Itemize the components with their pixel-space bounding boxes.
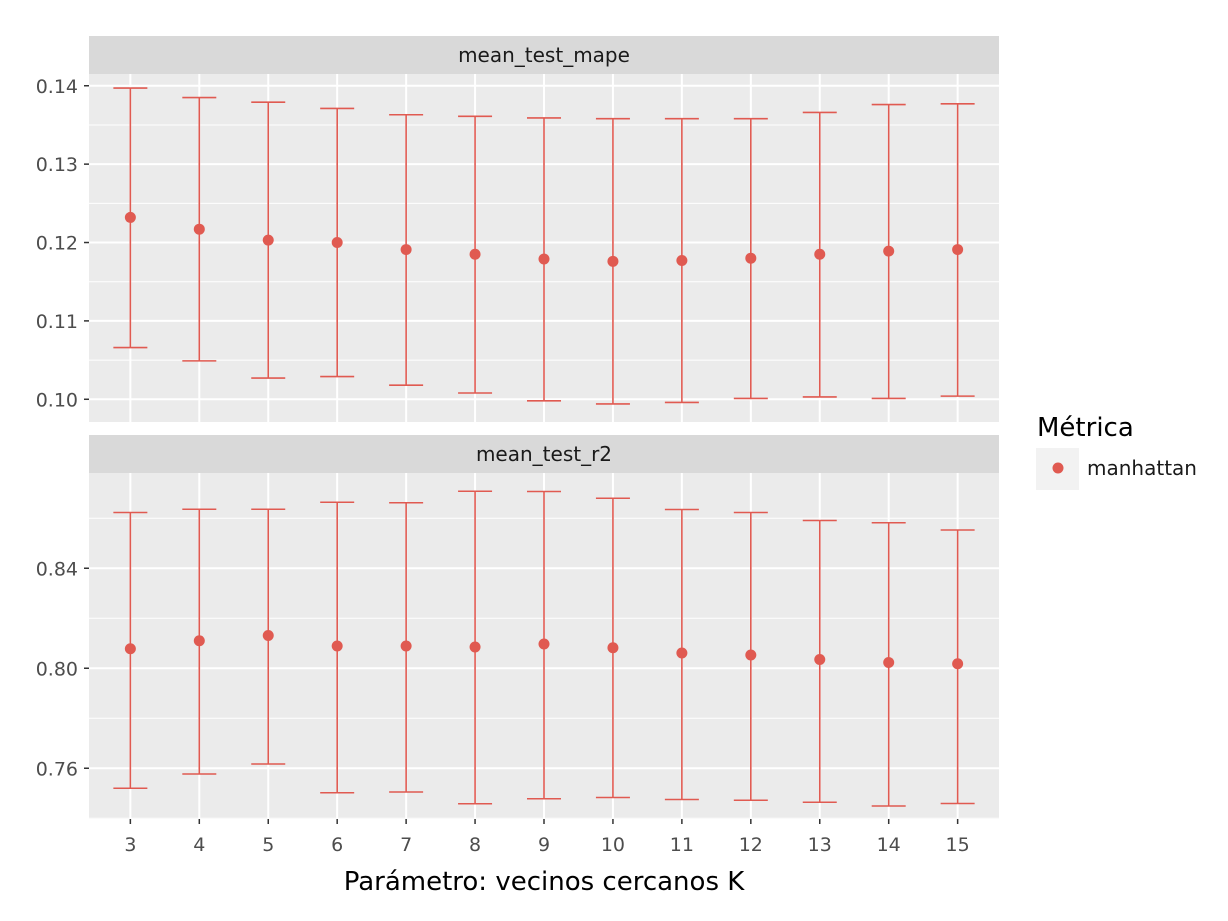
- mean-point: [469, 641, 481, 653]
- x-tick-label: 6: [331, 834, 343, 856]
- x-tick-label: 5: [262, 834, 274, 856]
- legend: Métrica manhattan: [1036, 413, 1197, 490]
- mean-point: [607, 255, 619, 267]
- y-tick-label: 0.84: [36, 558, 78, 580]
- y-tick-label: 0.76: [36, 758, 78, 780]
- y-tick-label: 0.13: [36, 154, 78, 176]
- x-tick-label: 11: [670, 834, 694, 856]
- facet-panels: mean_test_mape0.100.110.120.130.14mean_t…: [36, 36, 999, 819]
- x-tick-label: 8: [469, 834, 481, 856]
- mean-point: [262, 234, 274, 246]
- mean-point: [952, 658, 964, 670]
- facet-mean_test_r2: mean_test_r2 0.76 0.80 0.84: [36, 435, 999, 819]
- mean-point: [883, 657, 895, 668]
- legend-key-manhattan: [1052, 462, 1064, 474]
- mean-point: [331, 237, 343, 249]
- series-manhattan: [113, 490, 975, 807]
- x-axis-title: Parámetro: vecinos cercanos K: [344, 867, 746, 897]
- mean-point: [676, 647, 688, 659]
- mean-point: [607, 642, 619, 654]
- facet-strip-label: mean_test_mape: [458, 43, 630, 67]
- mean-point: [400, 244, 412, 256]
- mean-point: [469, 248, 481, 260]
- mean-point: [400, 640, 412, 652]
- mean-point: [124, 211, 136, 223]
- mean-point: [262, 630, 274, 641]
- x-axis: 3 4 5 6 7 8 9 10 11 12 13 14 15: [124, 819, 970, 856]
- x-tick-label: 9: [538, 834, 550, 856]
- mean-point: [745, 252, 757, 264]
- x-tick-label: 12: [739, 834, 763, 856]
- mean-point: [745, 649, 757, 661]
- y-tick-label: 0.11: [36, 311, 78, 333]
- x-tick-label: 14: [877, 834, 901, 856]
- mean-point: [538, 253, 550, 265]
- mean-point: [952, 244, 964, 256]
- facet-strip: [89, 36, 999, 74]
- mean-point: [814, 248, 826, 260]
- mean-point: [538, 638, 550, 650]
- x-tick-label: 13: [808, 834, 832, 856]
- mean-point: [193, 635, 205, 647]
- y-tick-label: 0.10: [36, 389, 78, 411]
- mean-point: [676, 255, 688, 267]
- y-tick-label: 0.14: [36, 76, 78, 98]
- y-tick-label: 0.12: [36, 233, 78, 255]
- x-tick-label: 7: [400, 834, 412, 856]
- x-tick-label: 3: [124, 834, 136, 856]
- mean-point: [331, 640, 343, 652]
- facet-strip: [89, 435, 999, 473]
- facet-strip-label: mean_test_r2: [476, 442, 612, 466]
- mean-point: [883, 245, 895, 257]
- series-manhattan: [113, 87, 975, 405]
- legend-label-manhattan: manhattan: [1087, 456, 1197, 480]
- facet-mean_test_mape: mean_test_mape 0.10 0.11 0.12 0.13 0.14: [36, 36, 999, 422]
- x-tick-label: 4: [193, 834, 205, 856]
- x-tick-label: 10: [601, 834, 625, 856]
- x-tick-label: 15: [946, 834, 970, 856]
- y-tick-label: 0.80: [36, 658, 78, 680]
- legend-title: Métrica: [1037, 413, 1134, 443]
- mean-point: [124, 643, 136, 655]
- mean-point: [193, 223, 205, 235]
- mean-point: [814, 654, 826, 665]
